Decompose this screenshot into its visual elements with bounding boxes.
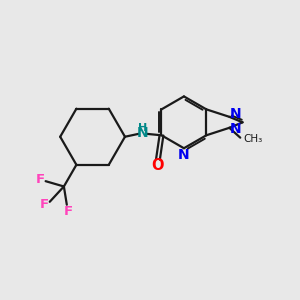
Text: O: O <box>151 158 164 173</box>
Text: F: F <box>40 198 49 211</box>
Text: N: N <box>136 126 148 140</box>
Text: N: N <box>230 122 242 136</box>
Text: F: F <box>64 205 73 218</box>
Text: N: N <box>178 148 189 162</box>
Text: F: F <box>36 173 45 186</box>
Text: H: H <box>138 123 147 133</box>
Text: CH₃: CH₃ <box>244 134 263 144</box>
Text: N: N <box>230 107 242 122</box>
